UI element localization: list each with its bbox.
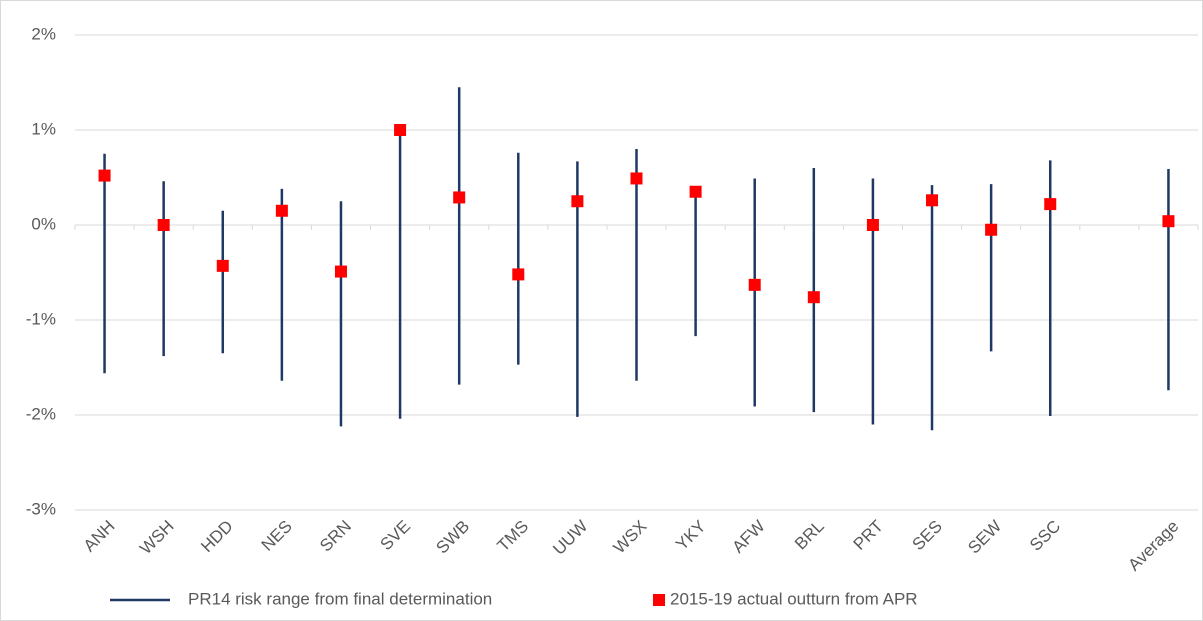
point-marker — [453, 191, 466, 204]
point-marker — [394, 124, 407, 136]
point-marker — [807, 291, 820, 304]
y-tick-label: 1% — [31, 119, 56, 138]
point-marker — [689, 185, 702, 198]
point-marker — [571, 195, 584, 208]
y-tick-label: -3% — [26, 499, 56, 518]
y-tick-label: -2% — [26, 404, 56, 423]
point-marker — [866, 219, 879, 231]
legend-label: PR14 risk range from final determination — [188, 589, 492, 608]
y-tick-label: -1% — [26, 309, 56, 328]
point-marker — [630, 172, 643, 185]
point-marker — [748, 278, 761, 291]
point-marker — [334, 265, 347, 278]
point-marker — [926, 194, 939, 207]
point-marker — [512, 268, 525, 281]
y-tick-label: 2% — [31, 24, 56, 43]
point-marker — [157, 219, 170, 231]
legend-label: 2015-19 actual outturn from APR — [670, 589, 918, 608]
legend-marker — [653, 594, 665, 606]
point-marker — [216, 259, 229, 272]
point-marker — [985, 223, 998, 236]
point-marker — [275, 204, 288, 217]
point-marker — [1162, 215, 1175, 228]
point-marker — [98, 169, 111, 182]
point-marker — [1044, 198, 1057, 211]
y-tick-label: 0% — [31, 214, 56, 233]
